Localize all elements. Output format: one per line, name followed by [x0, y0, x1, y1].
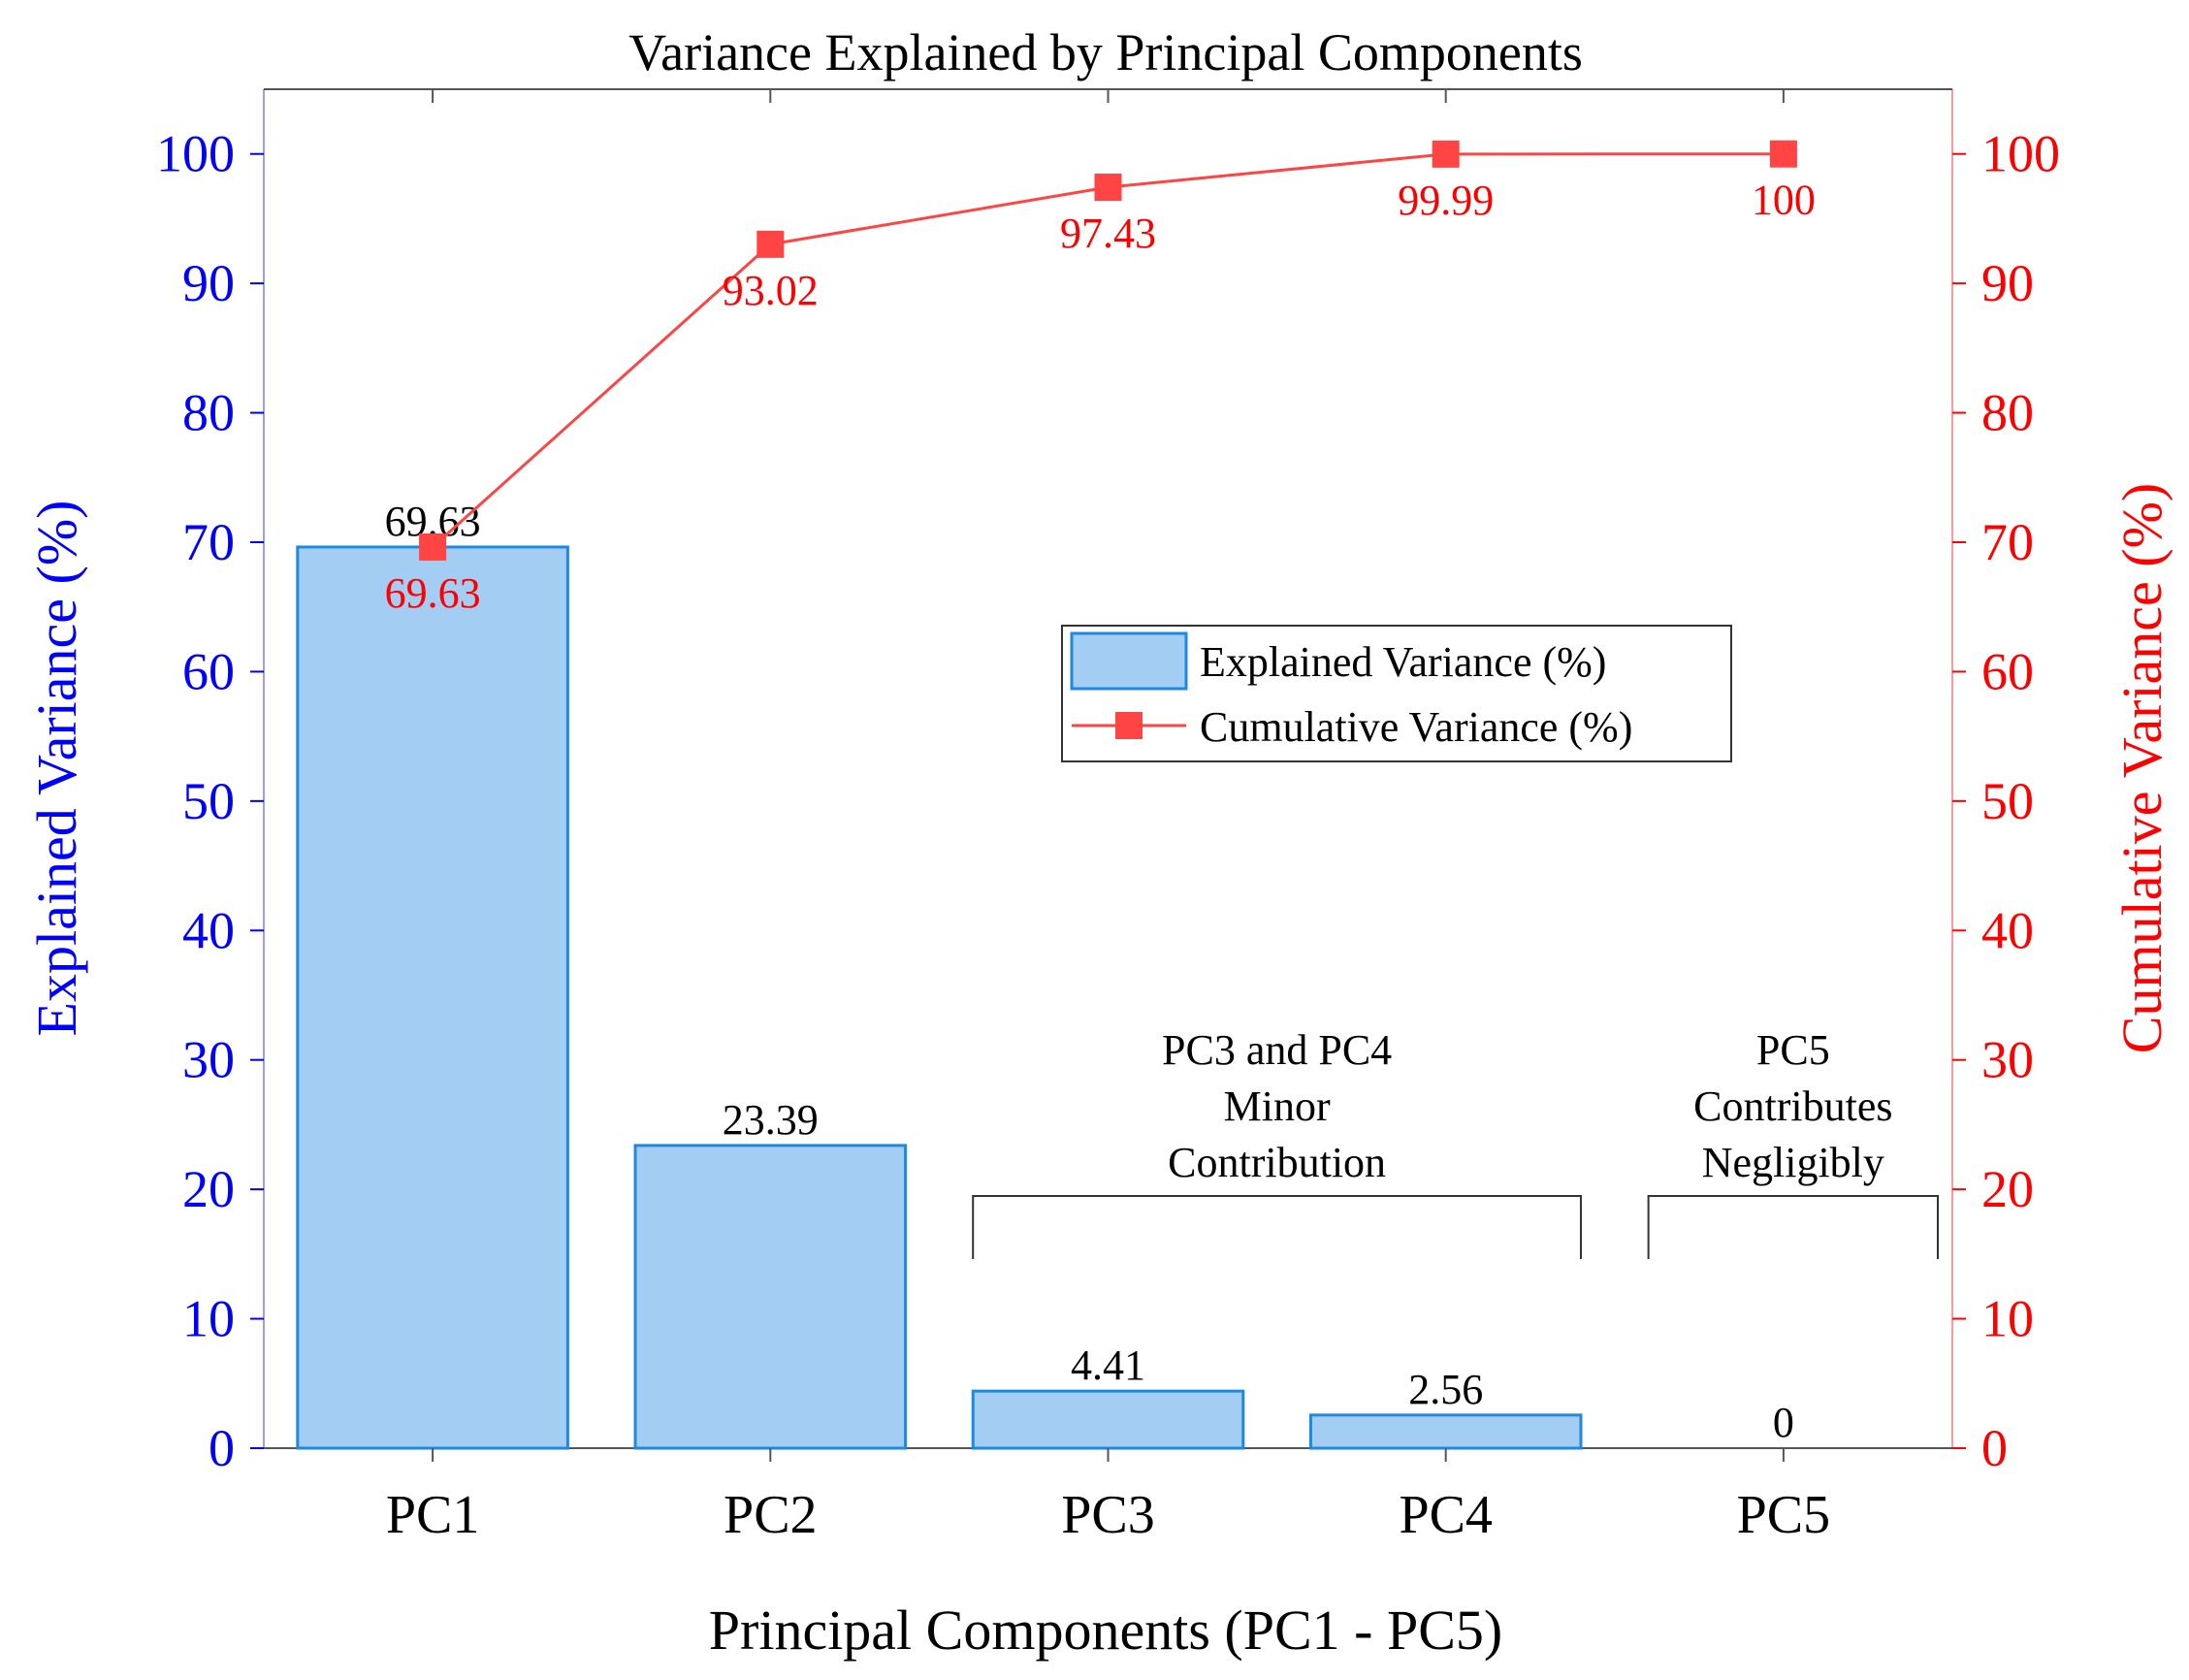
annotation-text: Contributes: [1693, 1082, 1892, 1130]
legend-label-explained: Explained Variance (%): [1200, 638, 1606, 686]
right-y-tick-label: 0: [1981, 1419, 2008, 1477]
left-y-tick-label: 20: [182, 1160, 235, 1218]
cumulative-marker-pc1: [419, 533, 447, 561]
cumulative-marker-pc2: [756, 230, 785, 258]
annotation-bracket: [1647, 1195, 1939, 1259]
cumulative-marker-pc5: [1769, 140, 1797, 168]
right-y-tick-label: 100: [1981, 125, 2060, 183]
right-y-tick-label: 50: [1981, 772, 2034, 830]
legend-swatch-cumulative-marker: [1115, 712, 1143, 739]
annotation-text: Minor: [1224, 1082, 1331, 1130]
left-y-tick-label: 90: [182, 254, 235, 312]
bar-value-label: 0: [1773, 1399, 1794, 1446]
bar-pc3: [971, 1389, 1245, 1450]
x-tick-label: PC5: [1737, 1485, 1831, 1545]
cumulative-marker-pc3: [1094, 174, 1122, 202]
left-y-tick-label: 50: [182, 772, 235, 830]
right-y-tick-label: 10: [1981, 1290, 2034, 1348]
x-axis-ticks: PC1 PC2 PC3 PC4 PC5: [386, 89, 1830, 1545]
annotation-text: PC3 and PC4: [1162, 1026, 1392, 1074]
right-y-tick-label: 80: [1981, 384, 2034, 442]
bar-value-label: 4.41: [1071, 1341, 1145, 1389]
left-y-axis-ticks: 0 10 20 30 40 50 60 70 80 90 100: [156, 125, 264, 1477]
left-y-tick-label: 60: [182, 642, 235, 700]
cumulative-value-label: 99.99: [1398, 177, 1494, 224]
bar-series: [296, 545, 1583, 1450]
legend-label-cumulative: Cumulative Variance (%): [1200, 703, 1632, 751]
legend: Explained Variance (%) Cumulative Varian…: [1061, 625, 1732, 762]
left-y-tick-label: 100: [156, 125, 235, 183]
right-y-tick-label: 30: [1981, 1031, 2034, 1089]
left-y-tick-label: 80: [182, 384, 235, 442]
left-y-axis-label: Explained Variance (%): [25, 501, 88, 1037]
chart-title: Variance Explained by Principal Componen…: [628, 23, 1583, 81]
annotation-bracket: [972, 1195, 1582, 1259]
x-tick-label: PC3: [1061, 1485, 1155, 1545]
right-y-tick-label: 70: [1981, 513, 2034, 571]
left-y-tick-label: 70: [182, 513, 235, 571]
x-tick-label: PC2: [724, 1485, 818, 1545]
x-axis-label: Principal Components (PC1 - PC5): [709, 1599, 1502, 1662]
left-y-tick-label: 0: [209, 1419, 235, 1477]
bar-value-label: 23.39: [723, 1096, 819, 1144]
annotation-text: Negligibly: [1702, 1139, 1884, 1186]
annotation-text: PC5: [1756, 1026, 1830, 1074]
right-y-tick-label: 90: [1981, 254, 2034, 312]
cumulative-line-series: 69.63 93.02 97.43 99.99 100: [385, 140, 1816, 617]
right-y-tick-label: 60: [1981, 642, 2034, 700]
left-y-tick-label: 30: [182, 1031, 235, 1089]
x-tick-label: PC4: [1399, 1485, 1493, 1545]
bar-pc1: [296, 545, 569, 1450]
right-y-tick-label: 40: [1981, 901, 2034, 959]
cumulative-value-label: 93.02: [723, 267, 819, 314]
cumulative-value-label: 69.63: [385, 569, 481, 617]
right-y-axis-ticks: 0 10 20 30 40 50 60 70 80 90 100: [1952, 125, 2060, 1477]
annotation-text: Contribution: [1168, 1139, 1386, 1186]
left-y-tick-label: 40: [182, 901, 235, 959]
cumulative-marker-pc4: [1432, 140, 1460, 168]
legend-swatch-explained: [1070, 631, 1188, 691]
bar-value-label: 2.56: [1408, 1366, 1483, 1413]
bar-pc2: [633, 1144, 908, 1450]
cumulative-value-label: 97.43: [1060, 210, 1156, 257]
annotations: PC3 and PC4 Minor Contribution PC5 Contribut…: [972, 1026, 1939, 1259]
bar-pc4: [1308, 1413, 1583, 1450]
right-y-axis-label: Cumulative Variance (%): [2110, 483, 2173, 1053]
right-y-tick-label: 20: [1981, 1160, 2034, 1218]
cumulative-value-label: 100: [1752, 177, 1816, 224]
x-tick-label: PC1: [386, 1485, 480, 1545]
left-y-tick-label: 10: [182, 1290, 235, 1348]
